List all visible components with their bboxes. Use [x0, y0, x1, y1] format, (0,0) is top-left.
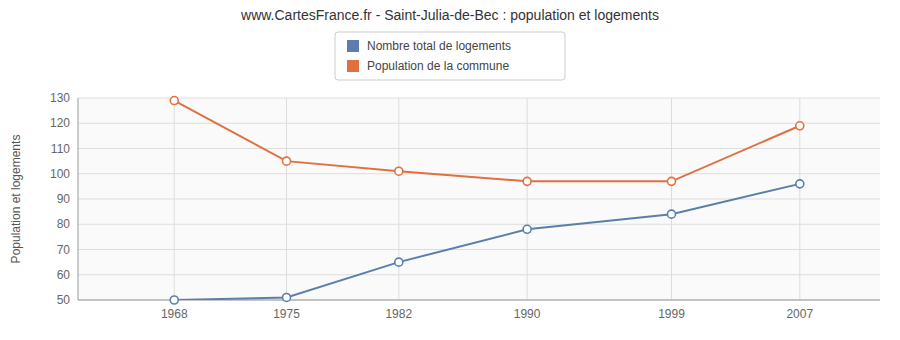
y-tick-label: 100	[50, 167, 70, 181]
grid-line	[78, 123, 880, 124]
grid-line	[78, 173, 880, 174]
markers	[170, 97, 804, 304]
y-tick-label: 50	[57, 293, 71, 307]
data-point	[283, 157, 291, 165]
series-line	[174, 184, 800, 300]
data-point	[395, 167, 403, 175]
legend: Nombre total de logements Population de l…	[335, 32, 565, 80]
y-axis-line	[78, 98, 79, 300]
chart: 50 60 70 80 90 100 110 120 130 1968 1975 1982 1990 19…	[0, 0, 900, 340]
y-tick-label: 110	[51, 142, 70, 156]
x-tick-label: 1968	[161, 307, 188, 321]
grid-line	[78, 274, 880, 275]
legend-frame	[335, 32, 565, 80]
grid-line	[78, 249, 880, 250]
grid-line	[398, 98, 399, 300]
data-point	[667, 210, 675, 218]
data-point	[796, 180, 804, 188]
y-tick-label: 130	[50, 91, 70, 105]
data-point	[395, 258, 403, 266]
legend-label: Nombre total de logements	[367, 39, 511, 53]
grid-line	[174, 98, 175, 300]
x-tick-label: 1982	[385, 307, 412, 321]
data-point	[170, 97, 178, 105]
data-point	[796, 122, 804, 130]
lines	[174, 101, 800, 300]
grid-line	[78, 98, 880, 99]
series-line	[174, 101, 800, 182]
title: www.CartesFrance.fr - Saint-Julia-de-Bec…	[240, 7, 659, 23]
grid-line	[78, 199, 880, 200]
y-tick-label: 60	[57, 268, 71, 282]
y-tick-label: 70	[57, 243, 71, 257]
grid-line	[78, 148, 880, 149]
grid-line	[286, 98, 287, 300]
grid-line	[527, 98, 528, 300]
y-tick-label: 90	[57, 192, 71, 206]
grid	[78, 98, 880, 300]
y-tick-label: 80	[57, 217, 71, 231]
plot-area	[78, 98, 880, 300]
data-point	[170, 296, 178, 304]
data-point	[667, 177, 675, 185]
chart-container: 50 60 70 80 90 100 110 120 130 1968 1975 1982 1990 19…	[0, 0, 900, 340]
legend-swatch	[347, 60, 359, 72]
x-tick-label: 1999	[658, 307, 685, 321]
x-tick-label: 1990	[514, 307, 541, 321]
y-axis-label: Population et logements	[9, 135, 23, 264]
tick-labels: 50 60 70 80 90 100 110 120 130 1968 1975 1982 1990 19…	[50, 91, 814, 321]
data-point	[523, 225, 531, 233]
x-tick-label: 2007	[786, 307, 813, 321]
grid-line	[78, 224, 880, 225]
grid-line	[671, 98, 672, 300]
legend-label: Population de la commune	[367, 59, 509, 73]
legend-swatch	[347, 40, 359, 52]
x-tick-label: 1975	[273, 307, 300, 321]
data-point	[523, 177, 531, 185]
data-point	[283, 293, 291, 301]
y-tick-label: 120	[50, 116, 70, 130]
